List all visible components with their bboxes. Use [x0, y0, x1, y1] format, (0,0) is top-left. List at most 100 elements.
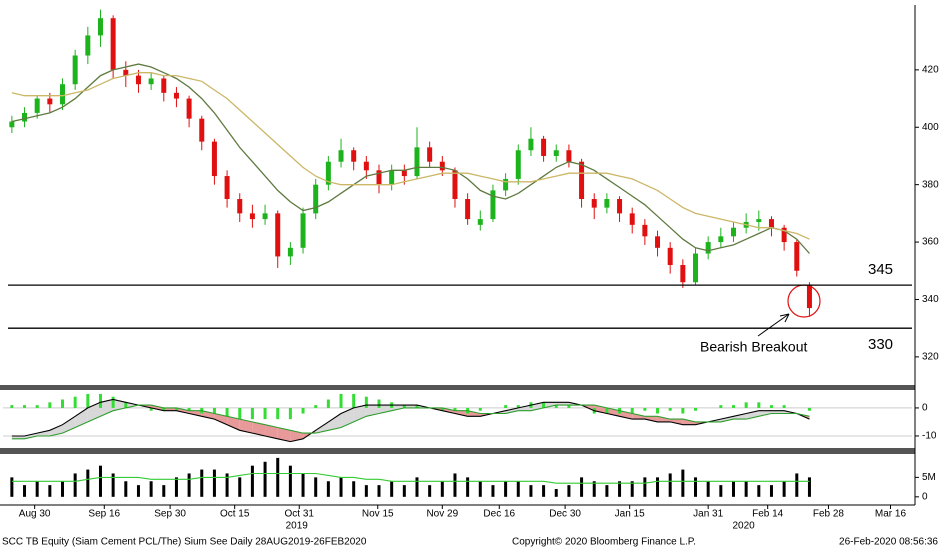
- volume-bar: [364, 485, 368, 497]
- candle-body: [680, 265, 686, 283]
- macd-fill: [518, 405, 531, 411]
- candle-body: [667, 247, 673, 266]
- histogram-bar: [415, 405, 419, 408]
- annotation-arrow: [757, 313, 790, 337]
- candle-body: [173, 92, 179, 99]
- histogram-bar: [668, 407, 672, 411]
- macd-fill: [720, 416, 734, 422]
- volume-bar: [124, 481, 128, 497]
- volume-bar: [580, 477, 584, 497]
- histogram-bar: [162, 407, 166, 411]
- volume-bar: [731, 481, 735, 497]
- volume-bar: [288, 465, 292, 497]
- candle-body: [806, 285, 812, 309]
- macd-fill: [353, 405, 367, 422]
- histogram-bar: [314, 405, 318, 408]
- x-tick-label: Aug 30: [19, 509, 51, 520]
- candle-body: [477, 219, 483, 225]
- level-label: 330: [868, 336, 893, 353]
- histogram-bar: [605, 407, 609, 414]
- volume-bar: [212, 469, 216, 497]
- volume-bar: [301, 473, 305, 497]
- candle-body: [794, 242, 800, 271]
- footer-left: SCC TB Equity (Siam Cement PCL/The) Sium…: [2, 537, 367, 548]
- macd-fill: [49, 424, 63, 436]
- candle-body: [313, 184, 319, 214]
- x-tick-label: Oct 31: [285, 509, 315, 520]
- histogram-bar: [377, 399, 381, 408]
- panel-separator: [0, 385, 915, 390]
- volume-bar: [769, 485, 773, 497]
- y-tick-label: 0: [922, 491, 928, 502]
- candle-body: [22, 112, 28, 122]
- volume-bar: [35, 481, 39, 497]
- volume-bar: [592, 481, 596, 497]
- volume-bar: [61, 481, 65, 497]
- volume-bar: [453, 473, 457, 497]
- candle-body: [503, 178, 509, 191]
- candle-body: [452, 170, 458, 200]
- candle-body: [389, 170, 395, 185]
- line: [11, 72, 810, 240]
- candle-body: [161, 78, 167, 93]
- volume-bar: [567, 485, 571, 497]
- x-tick-label: Jan 31: [693, 509, 723, 520]
- candle-body: [427, 147, 433, 162]
- macd-fill: [252, 421, 266, 436]
- x-tick-label: Oct 15: [220, 509, 250, 520]
- histogram-bar: [542, 402, 546, 408]
- macd-fill: [151, 405, 164, 411]
- histogram-bar: [98, 393, 102, 408]
- histogram-bar: [149, 407, 153, 411]
- macd-fill: [163, 407, 177, 411]
- footer-right: 26-Feb-2020 08:56:36: [839, 537, 938, 548]
- candle-body: [199, 118, 205, 142]
- volume-bar: [719, 485, 723, 497]
- macd-fill: [290, 430, 304, 442]
- x-tick-label: Nov 29: [426, 509, 458, 520]
- volume-bar: [276, 457, 280, 497]
- volume-bar: [390, 481, 394, 497]
- candle-body: [376, 170, 382, 185]
- macd-fill: [214, 413, 228, 425]
- x-tick-label: Sep 30: [154, 509, 186, 520]
- volume-bar: [187, 473, 191, 497]
- volume-bar: [263, 461, 267, 497]
- candle-body: [237, 199, 243, 214]
- volume-bar: [782, 481, 786, 497]
- macd-fill: [657, 416, 671, 422]
- histogram-bar: [225, 407, 229, 417]
- volume-bar: [428, 485, 432, 497]
- candle-body: [553, 150, 559, 156]
- volume-bar: [111, 473, 115, 497]
- candle-body: [528, 138, 534, 151]
- volume-bar: [504, 481, 508, 497]
- arrow-head: [779, 313, 790, 323]
- footer-center: Copyright© 2020 Bloomberg Finance L.P.: [512, 537, 696, 548]
- candle-body: [490, 190, 496, 220]
- volume-bar: [225, 473, 229, 497]
- candle-body: [211, 141, 217, 177]
- line: [11, 398, 810, 443]
- histogram-bar: [656, 407, 660, 414]
- volume-bar: [744, 481, 748, 497]
- line: [11, 63, 810, 254]
- x-tick-label: Dec 30: [549, 509, 581, 520]
- candle-body: [262, 213, 268, 220]
- histogram-bar: [61, 399, 65, 408]
- volume-bar: [478, 481, 482, 497]
- histogram-bar: [301, 407, 305, 414]
- candle-body: [515, 150, 521, 179]
- histogram-bar: [681, 407, 685, 414]
- histogram-bar: [212, 407, 216, 414]
- macd-fill: [125, 402, 139, 408]
- line: [11, 472, 810, 484]
- macd-fill: [404, 405, 417, 408]
- highlight-circle: [787, 284, 821, 318]
- candle-body: [629, 213, 635, 225]
- volume-bar: [149, 481, 153, 497]
- macd-fill: [227, 416, 240, 431]
- histogram-bar: [174, 407, 178, 411]
- macd-fill: [543, 402, 557, 408]
